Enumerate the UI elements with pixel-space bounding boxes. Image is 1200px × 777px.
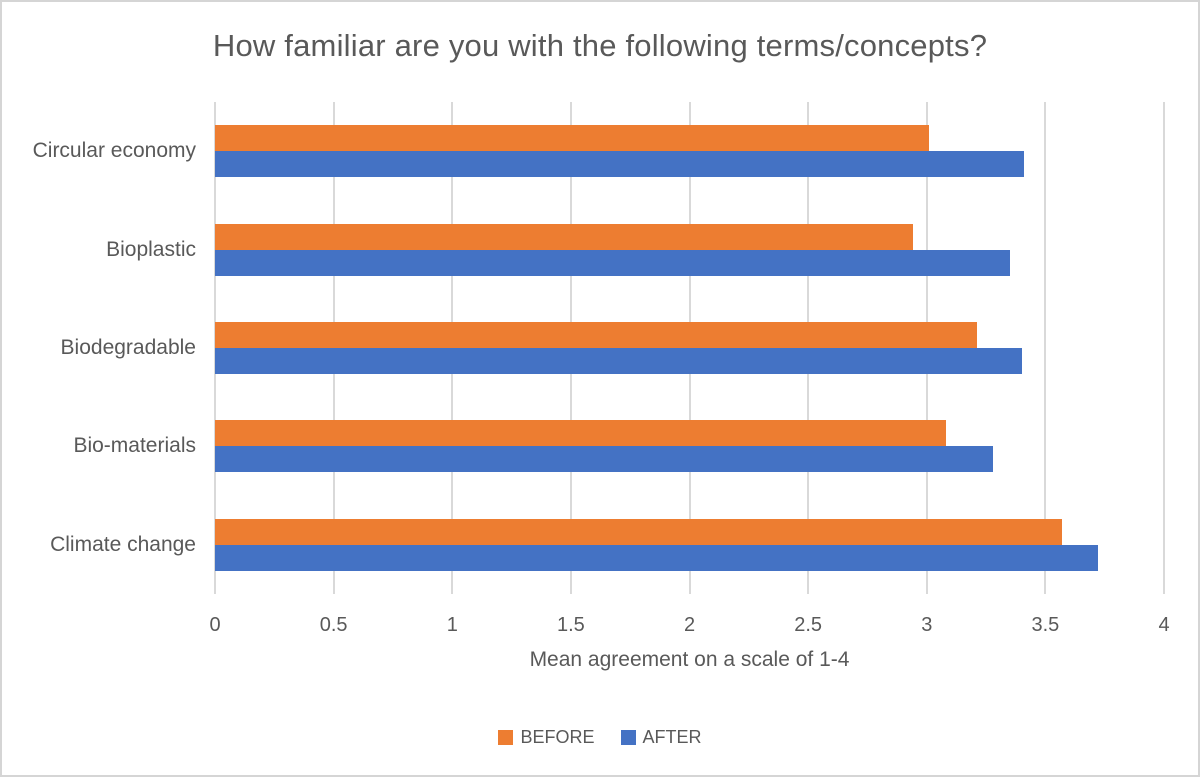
bar-before-3 <box>215 420 946 447</box>
tick-label: 0 <box>209 614 221 636</box>
category-label: Climate change <box>50 532 196 556</box>
tick-label: 2 <box>683 614 696 636</box>
bar-after-1 <box>215 249 1010 276</box>
legend-item-after: AFTER <box>620 727 702 748</box>
bar-after-3 <box>215 446 994 473</box>
tick-label: 1.5 <box>556 614 585 636</box>
category-label: Bioplastic <box>106 237 196 261</box>
bar-before-2 <box>215 322 977 348</box>
category-label: Biodegradable <box>60 336 196 359</box>
legend: BEFORE AFTER <box>2 727 1198 748</box>
tick-label: 2.5 <box>794 614 823 636</box>
bar-before-0 <box>215 125 930 152</box>
tick-label: 3 <box>921 614 933 636</box>
bar-before-4 <box>215 518 1062 545</box>
bar-before-1 <box>215 223 913 250</box>
tick-label: 1 <box>446 614 458 636</box>
tick-label: 0.5 <box>319 614 348 636</box>
legend-swatch-icon <box>498 730 514 745</box>
legend-item-before: BEFORE <box>498 727 595 748</box>
gridline <box>1163 102 1165 594</box>
gridline <box>1044 102 1047 594</box>
chart-title: How familiar are you with the following … <box>212 28 988 63</box>
category-label: Bio-materials <box>73 434 196 458</box>
bar-after-2 <box>215 348 1022 374</box>
category-label: Circular economy <box>32 139 196 163</box>
bar-after-0 <box>215 151 1025 178</box>
bar-after-4 <box>215 544 1098 571</box>
legend-swatch-icon <box>620 730 636 745</box>
legend-label: AFTER <box>642 727 702 747</box>
tick-label: 4 <box>1158 614 1170 636</box>
plot-area <box>214 102 1165 594</box>
legend-label: BEFORE <box>520 727 595 747</box>
tick-label: 3.5 <box>1031 614 1060 636</box>
x-axis-title: Mean agreement on a scale of 1-4 <box>529 648 850 671</box>
